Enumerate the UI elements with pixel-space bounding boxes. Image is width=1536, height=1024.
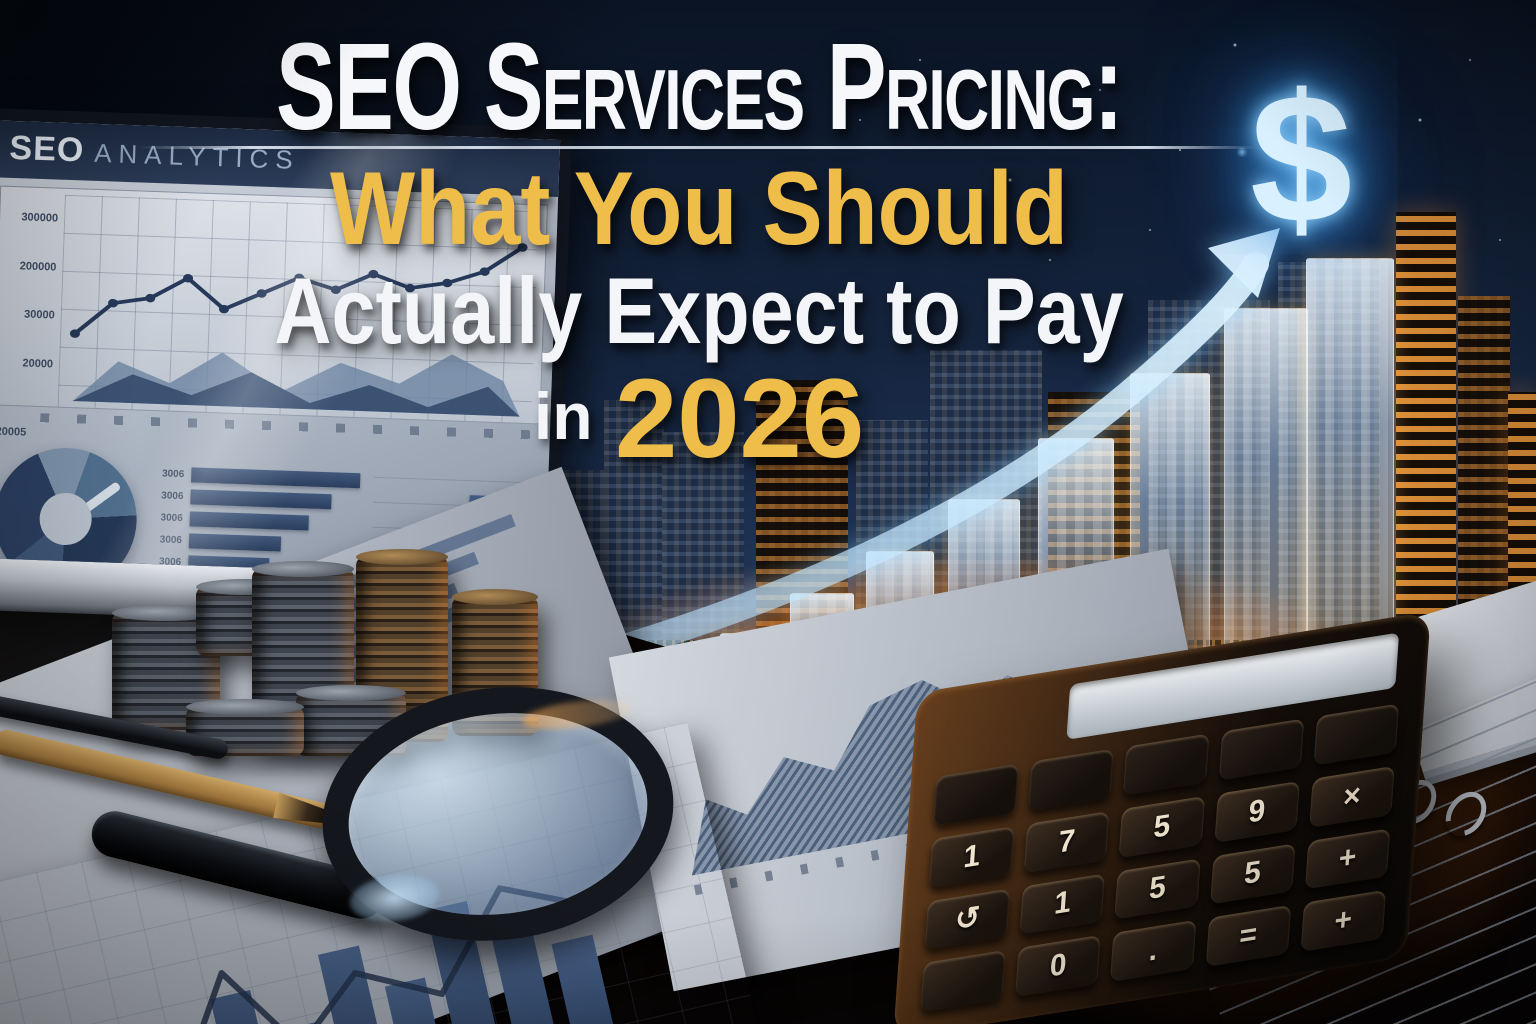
calculator-key (1123, 733, 1210, 796)
coin-face (252, 561, 354, 577)
calculator-key: 0 (1015, 935, 1101, 998)
title-block: SEO Services Pricing: What You Should Ac… (0, 23, 1536, 475)
line-point (368, 269, 379, 279)
coin-face (112, 605, 220, 621)
hbar-label: 3006 (161, 490, 184, 503)
line-point (404, 283, 416, 293)
line-chart-svg (69, 243, 528, 417)
line-point (145, 293, 156, 303)
hbar-label: 3006 (160, 512, 183, 525)
calculator-key: ↺ (924, 888, 1011, 950)
line-point (517, 243, 528, 252)
dashboard-screen: SEO ANALYTICS 300000 200000 30000 20000 2000… (0, 120, 561, 578)
line-chart-plot (57, 194, 539, 424)
calculator-key: 1 (929, 825, 1015, 888)
line-point (108, 298, 119, 308)
calculator-key: 1 (1019, 872, 1106, 935)
calculator-key (1313, 703, 1400, 766)
coin-face (356, 549, 448, 565)
hbar-row: 3006 (150, 532, 358, 554)
line-point (256, 289, 267, 298)
monitor: SEO ANALYTICS 300000 200000 30000 20000 2000… (0, 107, 573, 631)
title-divider (139, 146, 1259, 150)
calculator-key (933, 763, 1019, 826)
line-point (330, 285, 341, 294)
calculator-key: 5 (1114, 857, 1201, 920)
line-chart-panel: 300000 200000 30000 20000 (0, 185, 548, 425)
calculator-key: . (1110, 920, 1196, 983)
line-point (182, 273, 194, 283)
hbar-row: 3006 (150, 510, 358, 532)
calculator-key: × (1309, 765, 1395, 828)
subtitle-year: 2026 (614, 355, 865, 481)
subtitle-line-1: What You Should (330, 149, 1068, 267)
calculator-key (1218, 718, 1305, 781)
calculator-key (1028, 748, 1115, 811)
hbar-bar (189, 511, 309, 531)
coin-face (296, 685, 406, 701)
calculator-key (920, 950, 1006, 1013)
line-point (442, 278, 453, 288)
page-title: SEO Services Pricing: (276, 17, 1124, 156)
hbar-row: 3006 (151, 488, 359, 510)
hbar-bar (190, 489, 333, 510)
area-fill-dark (72, 372, 520, 417)
coin-face (452, 589, 538, 605)
calculator-key: 9 (1214, 780, 1300, 843)
calculator-keypad: 1 7 5 9 × ↺ 1 5 5 +0. = + (920, 703, 1400, 1013)
calculator-key: = (1205, 905, 1291, 967)
calculator-key: 7 (1024, 810, 1110, 873)
line-point (294, 273, 305, 283)
calculator-key: 5 (1209, 842, 1296, 905)
subtitle-line-2: Actually Expect to Pay (274, 258, 1124, 364)
coin-face (186, 699, 304, 715)
pie-center (38, 492, 93, 546)
line-point (69, 329, 80, 338)
subtitle-in: in (533, 378, 593, 453)
line-point (218, 304, 230, 314)
hbar-label: 3006 (159, 534, 183, 547)
subtitle-line-3: in 2026 (0, 362, 1398, 475)
dollar-sign: $ (1250, 55, 1353, 261)
calculator-key: 5 (1119, 795, 1205, 858)
calculator-key: + (1300, 890, 1386, 952)
line-point (479, 267, 490, 276)
hbar-bar (188, 533, 281, 552)
calculator-key: + (1304, 827, 1391, 890)
